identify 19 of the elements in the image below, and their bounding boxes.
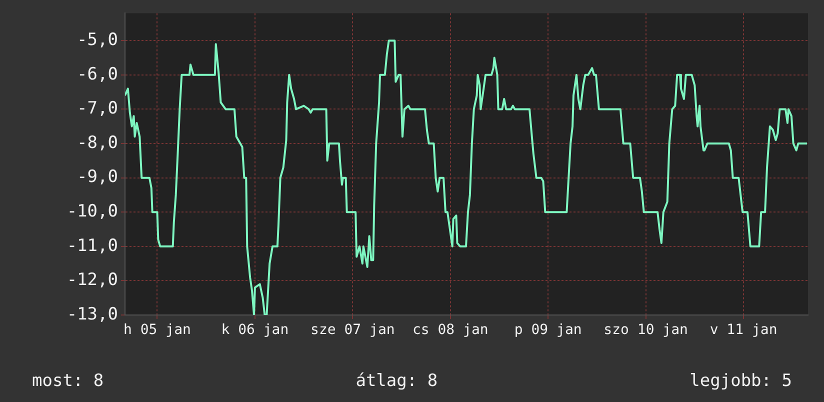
x-tick-label: cs 08 jan <box>412 322 488 338</box>
x-tick-label: p 09 jan <box>514 322 582 338</box>
y-tick-label: -11,0 <box>66 236 118 256</box>
y-tick-label: -5,0 <box>77 30 118 50</box>
text: átlag: 8 <box>356 371 438 391</box>
y-tick-label: -6,0 <box>77 64 118 84</box>
x-tick-label: szo 10 jan <box>604 322 688 338</box>
y-tick-label: -9,0 <box>77 167 118 188</box>
x-tick-label: sze 07 jan <box>310 322 395 338</box>
text: most: 8 <box>32 371 104 391</box>
text: legjobb: 5 <box>690 371 792 391</box>
y-tick-label: -7,0 <box>77 98 118 119</box>
x-tick-label: v 11 jan <box>710 322 778 338</box>
y-tick-label: -10,0 <box>66 202 118 222</box>
x-tick-label: h 05 jan <box>124 322 191 338</box>
y-tick-label: -8,0 <box>77 132 118 153</box>
x-tick-label: k 06 jan <box>221 322 289 338</box>
y-tick-label: -13,0 <box>66 304 118 324</box>
y-tick-label: -12,0 <box>66 270 118 290</box>
